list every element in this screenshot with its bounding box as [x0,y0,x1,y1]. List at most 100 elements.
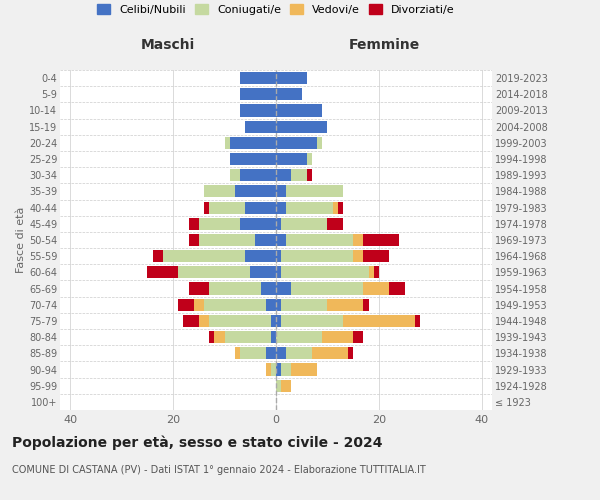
Bar [194,298,204,311]
Bar [214,331,224,343]
Bar [271,315,276,327]
Bar [276,186,286,198]
Bar [368,266,374,278]
Bar [281,298,328,311]
Bar [152,250,163,262]
Bar [250,266,276,278]
Bar [312,348,348,360]
Bar [292,364,317,376]
Bar [256,234,276,246]
Bar [240,88,276,101]
Bar [276,266,281,278]
Bar [235,186,276,198]
Bar [353,331,364,343]
Bar [307,169,312,181]
Bar [266,348,276,360]
Bar [209,202,245,213]
Bar [364,282,389,294]
Bar [348,348,353,360]
Bar [322,331,353,343]
Bar [338,202,343,213]
Bar [353,234,364,246]
Bar [276,169,292,181]
Bar [224,137,230,149]
Bar [276,250,281,262]
Bar [281,218,328,230]
Bar [240,104,276,117]
Bar [276,153,307,165]
Bar [235,348,240,360]
Bar [364,250,389,262]
Bar [292,282,364,294]
Bar [188,218,199,230]
Bar [271,331,276,343]
Text: Femmine: Femmine [349,38,419,52]
Bar [343,315,415,327]
Bar [230,169,240,181]
Bar [276,104,322,117]
Bar [292,169,307,181]
Bar [415,315,420,327]
Bar [240,218,276,230]
Bar [209,315,271,327]
Bar [389,282,404,294]
Bar [353,250,364,262]
Text: COMUNE DI CASTANA (PV) - Dati ISTAT 1° gennaio 2024 - Elaborazione TUTTITALIA.IT: COMUNE DI CASTANA (PV) - Dati ISTAT 1° g… [12,465,426,475]
Bar [317,137,322,149]
Bar [286,202,332,213]
Bar [204,298,266,311]
Bar [276,298,281,311]
Bar [286,348,312,360]
Bar [199,315,209,327]
Bar [240,348,266,360]
Bar [286,234,353,246]
Bar [281,380,292,392]
Bar [178,298,194,311]
Bar [281,266,368,278]
Bar [204,202,209,213]
Bar [230,137,276,149]
Bar [266,364,271,376]
Bar [230,153,276,165]
Bar [328,298,364,311]
Bar [276,315,281,327]
Bar [245,250,276,262]
Bar [188,234,199,246]
Bar [188,282,209,294]
Bar [199,218,240,230]
Bar [276,331,322,343]
Bar [266,298,276,311]
Bar [276,120,328,132]
Bar [204,186,235,198]
Bar [276,72,307,84]
Bar [260,282,276,294]
Bar [328,218,343,230]
Bar [364,298,368,311]
Bar [178,266,250,278]
Bar [276,218,281,230]
Bar [281,364,292,376]
Bar [209,331,214,343]
Text: Maschi: Maschi [141,38,195,52]
Bar [332,202,338,213]
Bar [374,266,379,278]
Bar [276,234,286,246]
Bar [281,250,353,262]
Bar [245,202,276,213]
Bar [307,153,312,165]
Bar [276,364,281,376]
Bar [240,72,276,84]
Bar [281,315,343,327]
Bar [199,234,256,246]
Bar [276,202,286,213]
Bar [276,88,302,101]
Bar [184,315,199,327]
Legend: Celibi/Nubili, Coniugati/e, Vedovi/e, Divorziati/e: Celibi/Nubili, Coniugati/e, Vedovi/e, Di… [94,1,458,18]
Bar [276,137,317,149]
Y-axis label: Fasce di età: Fasce di età [16,207,26,273]
Bar [245,120,276,132]
Bar [163,250,245,262]
Bar [209,282,260,294]
Bar [271,364,276,376]
Bar [224,331,271,343]
